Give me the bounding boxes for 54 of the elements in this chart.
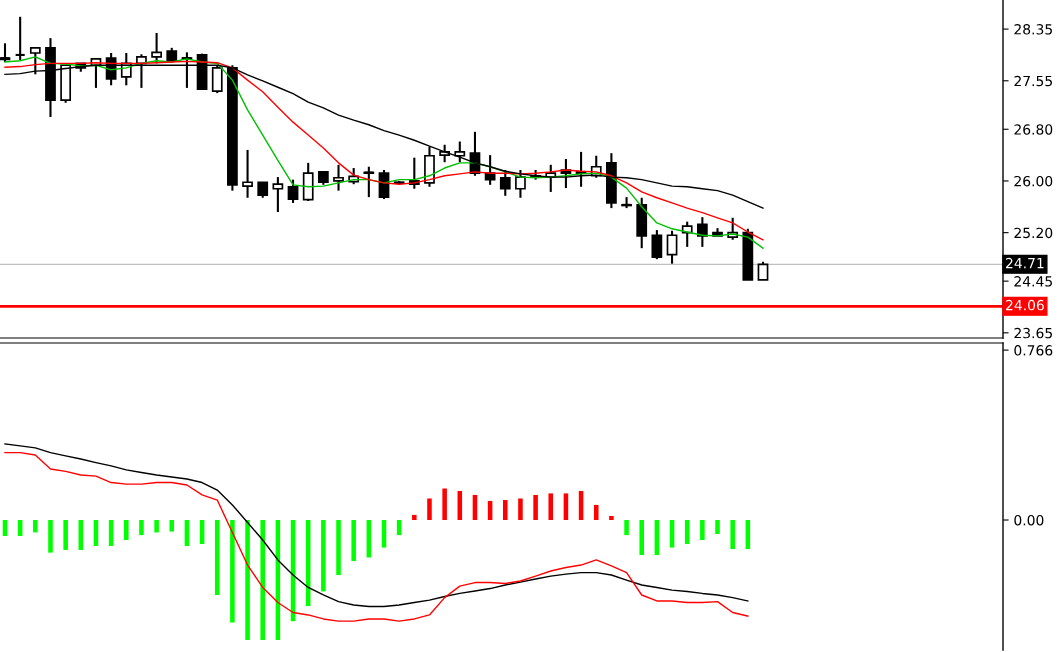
candlestick <box>242 148 253 199</box>
bar <box>63 520 68 550</box>
bar <box>124 520 129 540</box>
y-tick-label: 0.00 <box>1014 514 1044 526</box>
bar <box>639 520 644 556</box>
candlestick <box>757 260 769 281</box>
bar <box>336 520 341 576</box>
bar <box>518 498 523 521</box>
candlestick <box>454 140 466 164</box>
candlestick <box>151 31 162 65</box>
y-tick-label: 25.20 <box>1014 227 1053 239</box>
bar <box>427 498 432 521</box>
bar <box>715 520 720 534</box>
candlestick <box>499 168 511 197</box>
bar <box>533 494 538 521</box>
candlestick <box>666 229 678 265</box>
bar <box>442 488 447 521</box>
bar <box>139 520 144 536</box>
bar <box>503 500 508 521</box>
y-tick-label: 24.45 <box>1014 276 1052 287</box>
ref-line-label: 24.06 <box>1006 299 1044 311</box>
candlestick <box>333 163 344 192</box>
bar <box>48 520 53 553</box>
bar <box>412 514 417 521</box>
bar <box>154 520 159 533</box>
y-tick-label: 23.65 <box>1014 327 1052 339</box>
bar <box>33 520 38 533</box>
candlestick <box>14 15 26 62</box>
candlestick <box>272 176 284 214</box>
y-tick-label: 26.80 <box>1014 124 1053 135</box>
bar <box>321 520 326 592</box>
y-tick-label: 27.55 <box>1014 75 1052 87</box>
bar <box>169 520 175 532</box>
candlestick <box>515 168 526 199</box>
bar <box>351 520 356 562</box>
bar <box>260 520 265 641</box>
bar <box>230 520 235 623</box>
bar <box>730 520 735 550</box>
bar <box>214 520 220 595</box>
candlestick <box>696 216 708 248</box>
candlestick <box>651 229 663 261</box>
bar <box>624 520 629 536</box>
y-tick-label: 26.00 <box>1014 175 1053 187</box>
bar <box>700 520 705 540</box>
bar <box>609 516 614 521</box>
bar <box>245 520 250 641</box>
ref-line-label: 24.71 <box>1006 257 1044 269</box>
bar <box>669 520 675 548</box>
bar <box>548 493 554 521</box>
bar <box>381 520 387 548</box>
candlestick <box>287 178 299 204</box>
bar <box>593 504 599 521</box>
y-tick-label: 28.35 <box>1014 24 1052 35</box>
y-tick-label: 0.766 <box>1014 345 1053 356</box>
